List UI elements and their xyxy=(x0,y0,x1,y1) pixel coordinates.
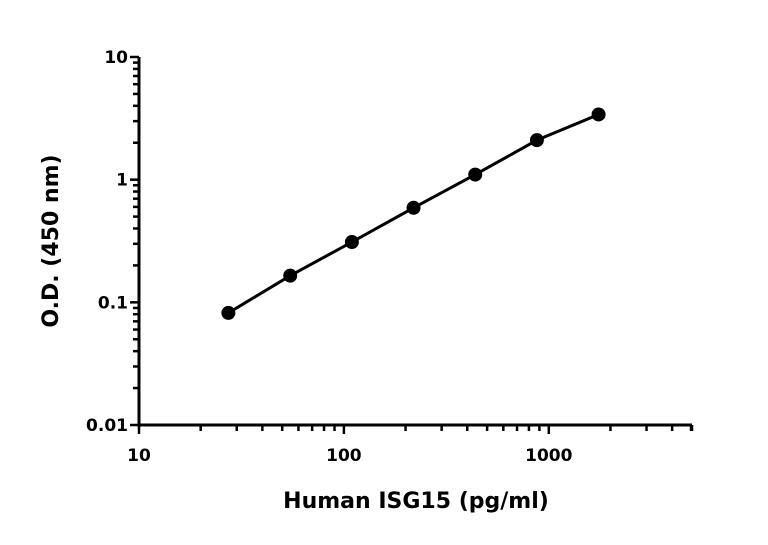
data-point xyxy=(529,133,544,148)
y-tick-label: 0.1 xyxy=(98,293,128,313)
x-tick-label: 100 xyxy=(326,446,362,466)
y-tick-label: 0.01 xyxy=(86,416,128,436)
y-axis-label: O.D. (450 nm) xyxy=(39,154,64,327)
x-axis-label: Human ISG15 (pg/ml) xyxy=(283,489,549,514)
data-point xyxy=(406,200,421,215)
x-tick-label: 1000 xyxy=(525,446,572,466)
data-point xyxy=(468,167,483,182)
data-point xyxy=(221,305,236,320)
y-tick-label: 1 xyxy=(116,171,128,191)
data-point xyxy=(283,268,298,283)
data-point xyxy=(344,235,359,250)
x-tick-label: 10 xyxy=(127,446,151,466)
data-point xyxy=(591,107,606,122)
data-marks xyxy=(221,107,606,320)
y-tick-label: 10 xyxy=(104,48,128,68)
axes: 10 100 1000 0.01 0.1 1 10 xyxy=(86,48,694,466)
